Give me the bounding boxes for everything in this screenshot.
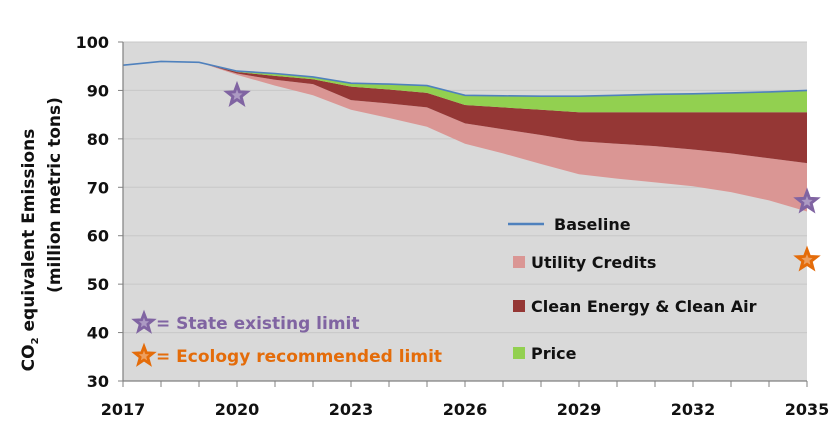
- y-axis-title-rest: equivalent Emissions: [19, 129, 39, 338]
- y-axis-title-subscript: 2: [30, 337, 41, 344]
- x-tick-label: 2023: [329, 400, 374, 419]
- y-axis-subtitle: (million metric tons): [45, 97, 65, 293]
- x-tick-label: 2035: [785, 400, 830, 419]
- stacked-areas: [123, 61, 807, 212]
- y-tick-label: 50: [87, 275, 109, 294]
- star-icon-ecology-recommended-limit: [793, 245, 821, 272]
- area-price: [123, 61, 807, 113]
- legend-item: Utility Credits: [513, 253, 656, 272]
- star-icon: [131, 309, 157, 334]
- gridlines: [123, 41, 807, 334]
- star-icon-state-existing-limit: [793, 187, 821, 214]
- y-tick-label: 70: [87, 178, 109, 197]
- legend: Baseline Utility Credits Clean Energy & Cl…: [508, 215, 757, 363]
- legend-label: Price: [531, 344, 577, 363]
- legend-item: Price: [513, 344, 577, 363]
- svg-text:CO2 equivalent Emissions: CO2 equivalent Emissions: [19, 129, 41, 372]
- x-tick-label: 2029: [557, 400, 602, 419]
- limit-markers: [223, 80, 821, 272]
- legend-label: Utility Credits: [531, 253, 656, 272]
- y-tick-labels: 30 40 50 60 70 80 90 100: [76, 33, 109, 391]
- y-axis-title-co: CO: [19, 344, 39, 371]
- legend-color-swatch: [513, 256, 525, 268]
- y-tick-label: 80: [87, 130, 109, 149]
- y-tick-label: 90: [87, 81, 109, 100]
- x-tick-label: 2032: [671, 400, 716, 419]
- x-tick-label: 2026: [443, 400, 488, 419]
- marker-key-item: = State existing limit: [131, 309, 360, 334]
- x-tick-labels: 2017 2020 2023 2026 2029 2032 2035: [101, 400, 830, 419]
- marker-key-label: = Ecology recommended limit: [156, 347, 442, 367]
- legend-item: Baseline: [508, 215, 631, 234]
- y-tick-label: 40: [87, 324, 109, 343]
- marker-key-item: = Ecology recommended limit: [131, 342, 442, 367]
- x-tick-label: 2017: [101, 400, 146, 419]
- legend-color-swatch: [513, 347, 525, 359]
- legend-label: Baseline: [554, 215, 631, 234]
- star-icon-state-existing-limit: [223, 80, 251, 107]
- marker-key-label: = State existing limit: [156, 314, 360, 334]
- x-tick-label: 2020: [215, 400, 260, 419]
- y-tick-label: 60: [87, 227, 109, 246]
- line-baseline: [122, 60, 808, 97]
- y-tick-label: 30: [87, 372, 109, 391]
- star-icon: [131, 342, 157, 367]
- area-utility-credits: [123, 61, 807, 212]
- axes: [118, 41, 808, 387]
- legend-item: Clean Energy & Clean Air: [513, 297, 757, 316]
- legend-color-swatch: [513, 300, 525, 312]
- y-tick-label: 100: [76, 33, 109, 52]
- legend-label: Clean Energy & Clean Air: [531, 297, 757, 316]
- marker-key: = State existing limit = Ecology recommen…: [131, 309, 442, 367]
- y-axis-title-units: (million metric tons): [45, 97, 65, 293]
- baseline-line-group: [122, 60, 808, 97]
- y-axis-title: CO2 equivalent Emissions: [19, 129, 41, 372]
- area-clean-energy-clean-air: [123, 61, 807, 164]
